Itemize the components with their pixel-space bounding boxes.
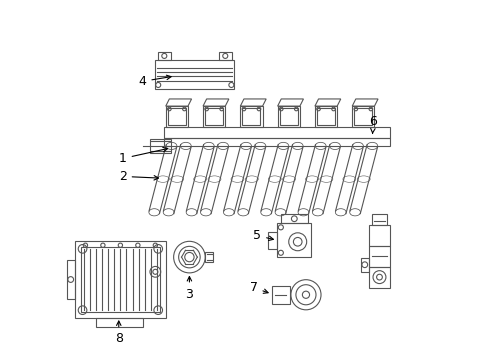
Bar	[219, 52, 232, 60]
Bar	[81, 247, 160, 312]
Text: 2: 2	[119, 170, 158, 183]
Bar	[368, 225, 390, 246]
Bar	[205, 108, 223, 125]
Text: 3: 3	[186, 276, 194, 301]
Text: 7: 7	[249, 281, 268, 294]
Bar	[243, 108, 260, 125]
Bar	[317, 108, 335, 125]
Bar	[158, 52, 171, 60]
Bar	[168, 108, 186, 125]
Bar	[277, 223, 311, 257]
Bar	[368, 246, 390, 267]
Text: 8: 8	[115, 321, 123, 345]
Text: 6: 6	[369, 115, 377, 134]
Text: 4: 4	[139, 75, 171, 88]
Bar	[272, 286, 290, 304]
Bar	[371, 214, 388, 225]
Bar	[96, 318, 143, 327]
Bar	[354, 108, 372, 125]
Bar	[280, 108, 298, 125]
Text: 1: 1	[119, 147, 168, 165]
Bar	[281, 214, 308, 223]
Text: 5: 5	[253, 229, 273, 242]
Bar	[74, 241, 166, 318]
Bar	[368, 267, 390, 288]
